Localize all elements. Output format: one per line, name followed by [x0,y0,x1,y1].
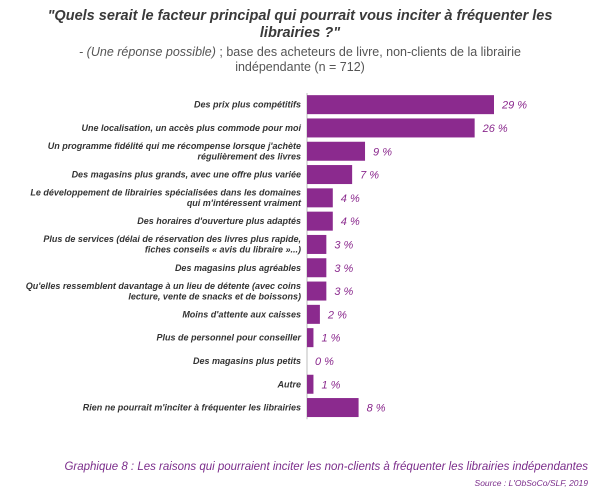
bar-13 [307,398,359,418]
category-label-line: Autre [276,379,301,389]
category-label-line: fiches conseils « avis du libraire »...) [145,245,301,255]
bar-8 [307,281,327,301]
category-label-8: Qu'elles ressemblent davantage à un lieu… [26,281,301,302]
bar-2 [307,141,366,161]
bar-chart: 29 % Des prix plus compétitifs 26 % Une loc… [26,93,527,420]
bar-5 [307,211,333,231]
category-label-line: Un programme fidélité qui me récompense … [48,141,301,151]
category-label-line: Le développement de librairies spécialis… [30,188,301,198]
chart-subtitle: - (Une réponse possible) ; base des ache… [0,45,600,75]
bar-1 [307,118,475,138]
value-label-2: 9 % [373,146,392,158]
category-label-line: lecture, vente de snacks et de boissons) [128,291,301,301]
category-label-1: Une localisation, un accès plus commode … [81,123,301,133]
chart-title: "Quels serait le facteur principal qui p… [0,8,600,42]
value-label-4: 4 % [341,193,360,205]
value-label-12: 1 % [321,379,340,391]
category-label-line: Des magasins plus agréables [175,263,301,273]
chart-subtitle-italic: - (Une réponse possible) [79,45,216,59]
bar-7 [307,258,327,278]
category-label-0: Des prix plus compétitifs [194,100,301,110]
category-label-11: Des magasins plus petits [193,356,301,366]
category-label-line: Des magasins plus petits [193,356,301,366]
bar-0 [307,95,494,115]
category-label-13: Rien ne pourrait m'inciter à fréquenter … [83,403,301,413]
value-label-9: 2 % [327,309,347,321]
category-label-line: Plus de personnel pour conseiller [156,333,301,343]
category-label-line: Qu'elles ressemblent davantage à un lieu… [26,281,301,291]
category-label-10: Plus de personnel pour conseiller [156,333,301,343]
value-label-11: 0 % [315,356,334,368]
category-label-line: Rien ne pourrait m'inciter à fréquenter … [83,403,301,413]
category-label-7: Des magasins plus agréables [175,263,301,273]
bar-4 [307,188,333,208]
category-label-line: Des magasins plus grands, avec une offre… [72,170,301,180]
category-label-line: Des horaires d'ouverture plus adaptés [137,216,301,226]
value-label-10: 1 % [321,333,340,345]
category-label-line: régulièrement des livres [197,152,301,162]
chart-subtitle-rest: ; base des acheteurs de livre, non-clien… [215,45,521,59]
category-label-4: Le développement de librairies spécialis… [30,188,302,209]
chart-subtitle-line1: - (Une réponse possible) ; base des ache… [0,45,600,60]
value-label-3: 7 % [360,170,379,182]
category-label-5: Des horaires d'ouverture plus adaptés [137,216,301,226]
category-label-line: qui m'intéressent vraiment [187,198,302,208]
value-label-8: 3 % [334,286,353,298]
chart-title-line1: "Quels serait le facteur principal qui p… [47,8,553,24]
value-label-1: 26 % [482,123,508,135]
category-label-12: Autre [276,379,301,389]
bar-6 [307,234,327,254]
value-label-7: 3 % [334,263,353,275]
category-label-6: Plus de services (délai de réservation d… [43,234,301,255]
category-label-line: Moins d'attente aux caisses [182,309,301,319]
bar-3 [307,165,353,185]
source-note: Source : L'ObSoCo/SLF, 2019 [474,478,588,488]
chart-title-line2: librairies ?" [259,25,341,41]
category-label-line: Plus de services (délai de réservation d… [43,234,301,244]
figure-caption: Graphique 8 : Les raisons qui pourraient… [64,461,588,473]
category-label-line: Une localisation, un accès plus commode … [81,123,301,133]
bar-10 [307,328,314,348]
value-label-5: 4 % [341,216,360,228]
category-label-9: Moins d'attente aux caisses [182,309,301,319]
value-label-6: 3 % [334,239,353,251]
category-label-3: Des magasins plus grands, avec une offre… [72,170,301,180]
chart-subtitle-line2: indépendante (n = 712) [235,60,365,74]
bar-9 [307,304,320,324]
bar-12 [307,374,314,394]
category-label-line: Des prix plus compétitifs [194,100,301,110]
value-label-13: 8 % [367,403,386,415]
category-label-2: Un programme fidélité qui me récompense … [48,141,301,162]
value-label-0: 29 % [501,100,527,112]
